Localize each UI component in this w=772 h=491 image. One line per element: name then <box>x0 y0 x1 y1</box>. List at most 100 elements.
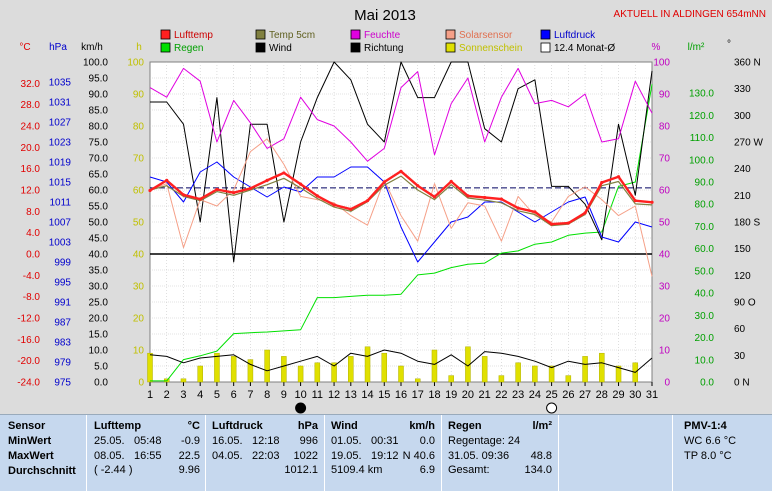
x-tick-label: 14 <box>361 389 373 401</box>
temp-tick: -12.0 <box>17 314 40 325</box>
luftdruck-avg-value: 1012.1 <box>284 464 318 476</box>
x-tick-label: 30 <box>629 389 641 401</box>
direction-tick: 180 S <box>734 218 760 229</box>
direction-tick: 300 <box>734 111 751 122</box>
wind-min-time: 00:31 <box>371 435 399 447</box>
x-tick-label: 10 <box>294 389 306 401</box>
bar-sonnenschein-8 <box>264 349 270 383</box>
legend: Lufttemp Temp 5cm Feuchte Solarsensor Luftdr… <box>160 29 615 54</box>
stats-sensor: Sensor MinWert MaxWert Durchschnitt <box>8 419 84 479</box>
bar-sonnenschein-23 <box>515 362 521 383</box>
luftdruck-min-date: 16.05. <box>212 435 243 447</box>
x-tick-label: 23 <box>512 389 524 401</box>
x-tick-label: 19 <box>445 389 457 401</box>
lufttemp-title: Lufttemp <box>94 420 142 432</box>
temp-tick: 32.0 <box>21 79 41 90</box>
lufttemp-max-value: 22.5 <box>178 449 200 462</box>
stats-sensor-title: Sensor <box>8 420 46 432</box>
wind-tick: 90.0 <box>89 90 109 101</box>
lufttemp-min-date: 25.05. <box>94 435 125 447</box>
stats-regen: Regen l/m² Regentage: 24 31.05. 09:36 48.8… <box>448 419 552 478</box>
pressure-tick: 1015 <box>49 178 72 189</box>
x-tick-label: 29 <box>612 389 624 401</box>
luftdruck-max-time: 22:03 <box>252 449 280 462</box>
legend-swatch-7 <box>350 42 361 53</box>
wind-tick: 80.0 <box>89 122 109 133</box>
temp-tick: -20.0 <box>17 356 40 367</box>
wind-tick: 100.0 <box>83 58 108 69</box>
pressure-tick: 1023 <box>49 138 72 149</box>
bar-sonnenschein-12 <box>331 362 337 383</box>
humidity-tick: 20 <box>659 314 671 325</box>
pressure-tick: 999 <box>54 258 71 269</box>
legend-label-6: Wind <box>269 43 292 54</box>
direction-tick: 150 <box>734 244 751 255</box>
sun-tick: 40 <box>133 250 145 261</box>
humidity-tick: 90 <box>659 90 671 101</box>
lufttemp-max-time: 16:55 <box>134 449 162 462</box>
wind-tick: 25.0 <box>89 298 109 309</box>
station-label: AKTUELL IN ALDINGEN 654mNN <box>614 9 766 20</box>
x-tick-label: 25 <box>545 389 557 401</box>
point-lufttemp-2 <box>165 178 169 182</box>
direction-tick: 90 O <box>734 298 756 309</box>
humidity-tick: 50 <box>659 218 671 229</box>
sun-tick: 60 <box>133 186 145 197</box>
wind-tick: 75.0 <box>89 138 109 149</box>
regen-unit: l/m² <box>532 420 552 432</box>
regen-title: Regen <box>448 420 482 432</box>
wind-tick: 95.0 <box>89 74 109 85</box>
x-tick-label: 8 <box>264 389 270 401</box>
x-tick-label: 26 <box>562 389 574 401</box>
legend-swatch-8 <box>445 42 456 53</box>
legend-swatch-9 <box>540 42 551 53</box>
series-marks <box>147 61 654 383</box>
legend-label-9: 12.4 Monat-Ø <box>554 43 615 54</box>
wind-tick: 50.0 <box>89 218 109 229</box>
bar-sonnenschein-16 <box>398 365 404 383</box>
temp-tick: 12.0 <box>21 186 41 197</box>
lufttemp-min-value: -0.9 <box>181 435 200 447</box>
wind-tick: 0.0 <box>94 378 108 389</box>
pressure-tick: 979 <box>54 358 71 369</box>
wind-distance: 5109.4 km <box>331 464 383 476</box>
point-lufttemp-22 <box>499 197 503 201</box>
x-tick-label: 2 <box>164 389 170 401</box>
wind-tick: 35.0 <box>89 266 109 277</box>
x-tick-label: 9 <box>281 389 287 401</box>
x-tick-label: 31 <box>646 389 658 401</box>
x-tick-label: 4 <box>197 389 203 401</box>
point-lufttemp-20 <box>466 194 470 198</box>
pmv-tp: TP 8.0 °C <box>684 449 732 462</box>
point-lufttemp-21 <box>483 195 487 200</box>
temp-tick: -16.0 <box>17 335 40 346</box>
x-tick-label: 5 <box>214 389 220 401</box>
pressure-tick: 1007 <box>49 218 72 229</box>
bar-sonnenschein-24 <box>532 365 538 383</box>
x-tick-label: 13 <box>345 389 357 401</box>
sun-tick: 90 <box>133 90 145 101</box>
bar-sonnenschein-29 <box>615 365 622 383</box>
bar-sonnenschein-3 <box>180 378 187 383</box>
bar-sonnenschein-22 <box>498 375 505 383</box>
point-lufttemp-17 <box>416 184 420 188</box>
x-tick-label: 21 <box>479 389 491 401</box>
series-line-luftdruck <box>149 161 653 263</box>
luftdruck-max-value: 1022 <box>293 449 318 462</box>
lufttemp-max-date: 08.05. <box>94 449 125 462</box>
x-tick-label: 24 <box>529 389 541 401</box>
rain-tick: 80.0 <box>695 200 715 211</box>
rain-tick: 60.0 <box>695 244 715 255</box>
lufttemp-min-time: 05:48 <box>134 435 162 447</box>
legend-swatch-5 <box>160 42 171 53</box>
wind-tick: 30.0 <box>89 282 109 293</box>
stats-wind: Wind km/h 01.05. 00:31 0.0 19.05. 19:12 N 40.… <box>331 419 435 478</box>
humidity-tick: 40 <box>659 250 671 261</box>
wind-tick: 45.0 <box>89 234 109 245</box>
wind-tick: 70.0 <box>89 154 109 165</box>
pmv-title: PMV-1:4 <box>684 420 727 432</box>
bar-sonnenschein-15 <box>381 352 388 383</box>
luftdruck-min-time: 12:18 <box>252 435 280 447</box>
rain-tick: 40.0 <box>695 289 715 300</box>
legend-swatch-2 <box>350 29 361 40</box>
